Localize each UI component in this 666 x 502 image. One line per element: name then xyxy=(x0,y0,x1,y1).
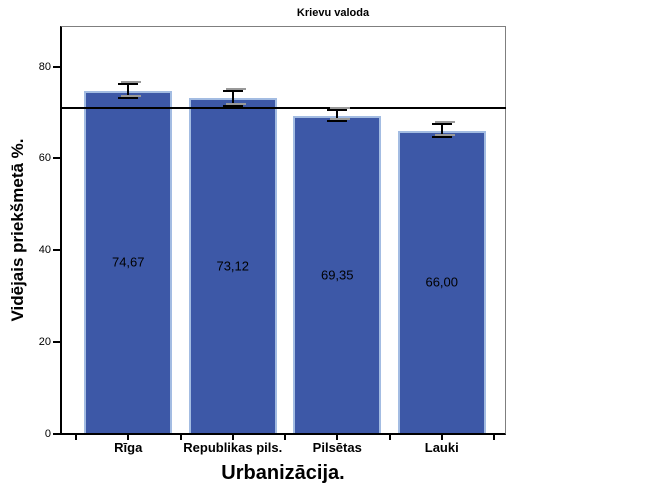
bar xyxy=(293,115,382,433)
error-bar-cap-top xyxy=(118,83,139,86)
error-bar-line xyxy=(336,110,339,121)
x-axis-tick xyxy=(75,435,77,440)
bar-value-label: 73,12 xyxy=(216,258,250,274)
x-axis-tick xyxy=(440,435,443,440)
y-axis-tick xyxy=(53,157,60,160)
error-bar-cap-top xyxy=(222,89,243,92)
x-axis-title: Urbanizācija. xyxy=(221,462,345,484)
bar xyxy=(84,91,173,433)
y-axis-tick xyxy=(53,432,60,435)
error-bar-cap-bottom xyxy=(431,136,452,139)
chart-title: Krievu valoda xyxy=(296,7,370,19)
y-axis-tick xyxy=(53,65,60,68)
y-axis-tick xyxy=(53,340,60,343)
y-axis-tick xyxy=(53,249,60,252)
bar-value-label: 66,00 xyxy=(425,274,459,290)
x-axis-tick xyxy=(127,435,130,440)
x-axis-tick xyxy=(336,435,339,440)
category-label: Pilsētas xyxy=(312,440,362,455)
x-axis-tick xyxy=(179,435,182,440)
error-bar-cap-bottom xyxy=(222,104,243,107)
bar-value-label: 69,35 xyxy=(320,267,354,282)
y-axis-tick-label: 80 xyxy=(38,60,51,73)
y-axis-tick-label: 60 xyxy=(38,152,51,165)
category-label: Rīga xyxy=(114,440,143,455)
y-axis-tick-label: 40 xyxy=(38,244,51,257)
category-label: Republikas pils. xyxy=(183,440,283,455)
error-bar-cap-bottom xyxy=(327,119,348,122)
category-label: Lauki xyxy=(424,440,459,455)
y-axis-title: Vidējais priekšmetā %. xyxy=(8,138,27,322)
y-axis-tick-label: 20 xyxy=(38,335,51,348)
x-axis-tick xyxy=(284,435,286,440)
error-bar-line xyxy=(440,124,443,138)
error-bar-line xyxy=(231,90,234,106)
error-bar-cap-top xyxy=(327,109,348,112)
error-bar-cap-top xyxy=(431,123,452,126)
reference-line xyxy=(60,106,506,109)
error-bar-cap-bottom xyxy=(118,97,139,99)
y-axis-tick-label: 0 xyxy=(44,427,51,440)
plot-frame xyxy=(60,26,506,435)
bar xyxy=(397,130,486,433)
bar-value-label: 74,67 xyxy=(111,254,145,270)
x-axis-tick xyxy=(231,435,234,440)
error-bar-line xyxy=(127,84,130,98)
x-axis-tick xyxy=(388,435,391,440)
x-axis-tick xyxy=(493,435,495,440)
